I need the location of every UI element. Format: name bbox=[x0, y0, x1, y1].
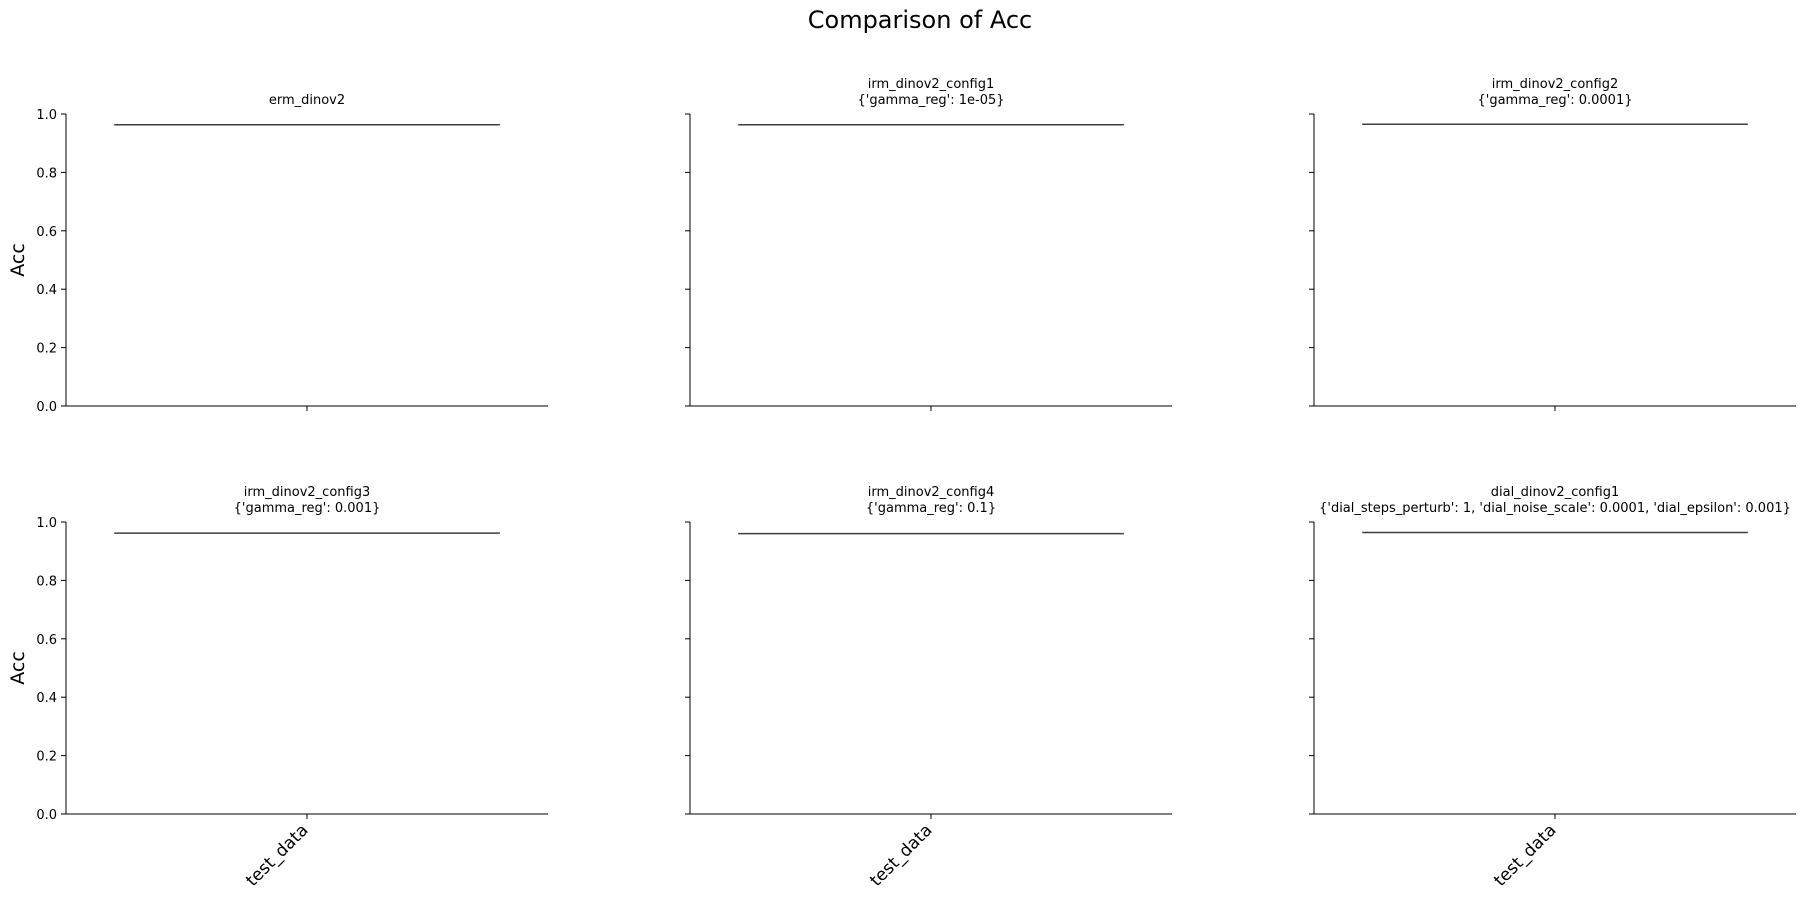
y-tick-label: 0.0 bbox=[36, 808, 57, 823]
figure-title: Comparison of Acc bbox=[808, 6, 1032, 34]
subplot-config-label: {'gamma_reg': 0.001} bbox=[234, 501, 381, 516]
subplot-title: erm_dinov2 bbox=[269, 93, 345, 108]
subplot-5: irm_dinov2_config4{'gamma_reg': 0.1} test… bbox=[685, 485, 1172, 891]
subplot-2: irm_dinov2_config1{'gamma_reg': 1e-05} bbox=[685, 77, 1172, 411]
subplot-config-label: {'gamma_reg': 0.0001} bbox=[1477, 93, 1632, 108]
subplot-config-label: {'gamma_reg': 0.1} bbox=[866, 501, 996, 516]
subplot-6: dial_dinov2_config1{'dial_steps_perturb'… bbox=[1309, 485, 1796, 891]
y-tick-label: 0.0 bbox=[36, 400, 57, 415]
y-tick-label: 0.2 bbox=[36, 342, 57, 357]
x-tick-label: test_data bbox=[866, 820, 936, 890]
subplot-grid: erm_dinov20.00.20.40.60.81.0Accirm_dinov… bbox=[7, 77, 1796, 891]
subplot-1: erm_dinov2 0.0 0.2 0.4 0.6 0.8 1.0 Acc bbox=[7, 93, 548, 415]
y-tick-label: 0.6 bbox=[36, 225, 57, 240]
subplot-title: irm_dinov2_config4 bbox=[868, 485, 994, 500]
x-tick-label: test_data bbox=[1490, 820, 1560, 890]
subplot-title: irm_dinov2_config1 bbox=[868, 77, 994, 92]
y-tick-label: 0.6 bbox=[36, 633, 57, 648]
subplot-3: irm_dinov2_config2{'gamma_reg': 0.0001} bbox=[1309, 77, 1796, 411]
subplot-title: dial_dinov2_config1 bbox=[1491, 485, 1620, 500]
subplot-config-label: {'dial_steps_perturb': 1, 'dial_noise_sc… bbox=[1319, 501, 1791, 516]
y-tick-label: 0.4 bbox=[36, 691, 57, 706]
subplot-title: irm_dinov2_config2 bbox=[1492, 77, 1618, 92]
subplot-4: irm_dinov2_config3{'gamma_reg': 0.001} 0.… bbox=[7, 485, 548, 891]
x-tick-label: test_data bbox=[242, 820, 312, 890]
y-tick-label: 0.8 bbox=[36, 574, 57, 589]
y-axis-label: Acc bbox=[7, 651, 29, 685]
y-tick-label: 0.4 bbox=[36, 283, 57, 298]
y-tick-label: 0.2 bbox=[36, 750, 57, 765]
subplot-title: irm_dinov2_config3 bbox=[244, 485, 370, 500]
y-tick-label: 1.0 bbox=[36, 108, 57, 123]
y-axis-label: Acc bbox=[7, 243, 29, 277]
y-tick-label: 0.8 bbox=[36, 166, 57, 181]
subplot-config-label: {'gamma_reg': 1e-05} bbox=[857, 93, 1004, 108]
y-tick-label: 1.0 bbox=[36, 516, 57, 531]
